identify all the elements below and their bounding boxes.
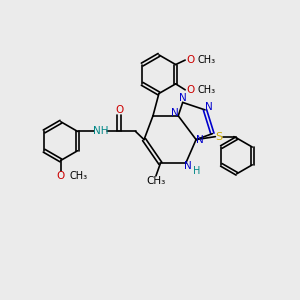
Text: S: S [216,132,223,142]
Text: O: O [115,105,123,115]
Text: CH₃: CH₃ [197,55,215,65]
Text: N: N [171,108,178,118]
Text: O: O [186,55,195,65]
Text: N: N [196,135,203,145]
Text: NH: NH [93,126,108,136]
Text: N: N [184,161,192,171]
Text: CH₃: CH₃ [70,171,88,181]
Text: CH₃: CH₃ [197,85,215,95]
Text: N: N [179,93,187,103]
Text: O: O [186,85,195,95]
Text: H: H [193,166,200,176]
Text: O: O [57,171,65,181]
Text: CH₃: CH₃ [146,176,166,186]
Text: N: N [205,102,213,112]
